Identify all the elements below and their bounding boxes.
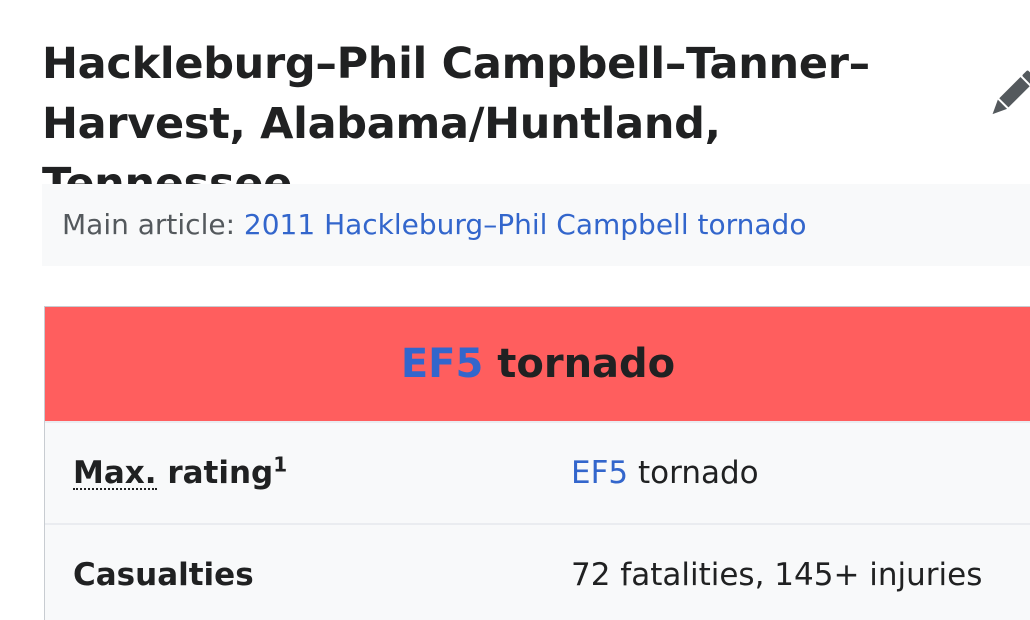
main-article-hatnote: Main article: 2011 Hackleburg–Phil Campb… (42, 184, 1030, 266)
max-rating-value: EF5 tornado (571, 423, 759, 523)
max-rating-label: Max. rating1 (73, 423, 287, 523)
ef5-header-link[interactable]: EF5 (400, 341, 484, 387)
hatnote-prefix: Main article: (62, 208, 244, 241)
footnote-reference[interactable]: 1 (273, 452, 288, 477)
table-row: Max. rating1 EF5 tornado (45, 421, 1030, 525)
infobox-header: EF5 tornado (45, 307, 1030, 421)
rating-label-text: rating (156, 455, 274, 491)
pencil-icon[interactable] (988, 68, 1030, 120)
tornado-infobox: EF5 tornado Max. rating1 EF5 tornado Cas… (44, 306, 1030, 620)
ef5-rating-link[interactable]: EF5 (571, 455, 629, 491)
table-row: Casualties 72 fatalities, 145+ injuries (45, 523, 1030, 620)
rating-value-text: tornado (628, 455, 759, 491)
casualties-value: 72 fatalities, 145+ injuries (571, 557, 983, 593)
main-article-link[interactable]: 2011 Hackleburg–Phil Campbell tornado (243, 208, 807, 241)
casualties-label: Casualties (73, 557, 254, 593)
max-abbreviation[interactable]: Max. (73, 455, 157, 491)
section-heading: Hackleburg–Phil Campbell–Tanner–Harvest,… (42, 39, 870, 209)
infobox-header-text: tornado (483, 341, 676, 387)
